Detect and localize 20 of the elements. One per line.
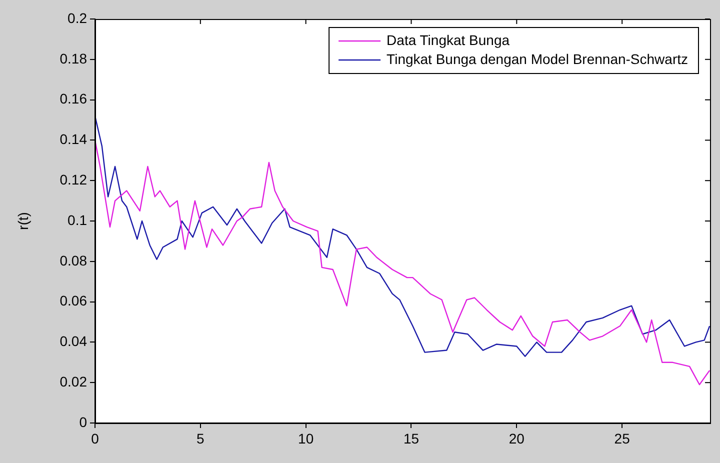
y-tick-label: 0.02: [60, 373, 88, 390]
y-tick-label: 0.04: [60, 333, 88, 350]
x-tick-label: 0: [91, 430, 100, 446]
y-tick-label: 0.1: [68, 212, 88, 228]
legend-label: Data Tingkat Bunga: [386, 32, 510, 48]
y-tick-label: 0.12: [60, 171, 88, 188]
y-tick-label: 0: [79, 414, 88, 430]
y-tick-label: 0.2: [68, 10, 88, 26]
x-tick-label: 20: [508, 430, 525, 446]
x-tick-label: 10: [298, 430, 314, 446]
x-tick-label: 15: [403, 430, 420, 446]
y-tick-label: 0.14: [60, 131, 88, 148]
y-tick-label: 0.18: [60, 50, 88, 66]
x-tick-label: 25: [614, 430, 630, 446]
y-tick-label: 0.08: [60, 252, 88, 268]
y-tick-label: 0.16: [60, 90, 88, 107]
x-tick-label: 5: [196, 430, 205, 446]
y-axis-title: r(t): [14, 212, 31, 230]
y-tick-label: 0.06: [60, 292, 88, 309]
legend-label: Tingkat Bunga dengan Model Brennan-Schwartz: [386, 50, 688, 67]
